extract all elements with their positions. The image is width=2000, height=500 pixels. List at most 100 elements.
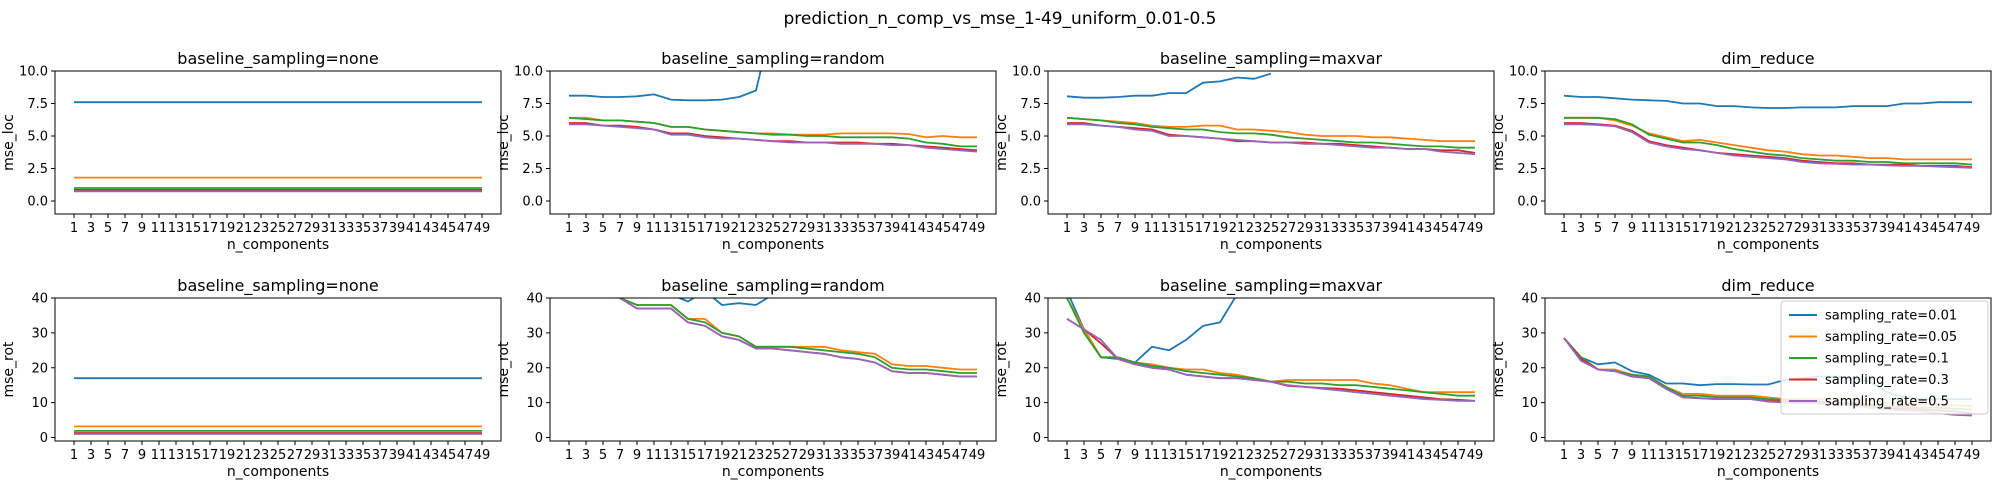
x-tick-label: 41 <box>901 448 918 463</box>
series-line-sampling-rate-0-01 <box>569 71 762 102</box>
y-axis-label: mse_rot <box>496 341 512 398</box>
x-tick-label: 25 <box>1263 221 1280 236</box>
x-tick-label: 33 <box>1828 221 1845 236</box>
x-tick-label: 39 <box>389 448 406 463</box>
x-tick-label: 31 <box>1314 221 1331 236</box>
legend-label: sampling_rate=0.5 <box>1825 395 1949 410</box>
x-tick-label: 47 <box>1947 221 1964 236</box>
x-tick-label: 17 <box>1195 221 1212 236</box>
x-tick-label: 43 <box>1913 448 1930 463</box>
x-tick-label: 13 <box>663 221 680 236</box>
x-tick-label: 47 <box>1947 448 1964 463</box>
x-tick-label: 33 <box>833 448 850 463</box>
x-tick-label: 27 <box>1777 221 1794 236</box>
x-tick-label: 9 <box>138 448 146 463</box>
x-tick-label: 3 <box>1577 448 1585 463</box>
x-tick-label: 21 <box>731 221 748 236</box>
x-tick-label: 41 <box>1399 448 1416 463</box>
x-tick-label: 49 <box>1467 448 1484 463</box>
x-tick-label: 39 <box>1879 448 1896 463</box>
series-line-sampling-rate-0-01 <box>1069 298 1236 364</box>
x-tick-label: 29 <box>304 448 321 463</box>
x-tick-label: 23 <box>748 221 765 236</box>
x-tick-label: 37 <box>1365 448 1382 463</box>
subplot-title: dim_reduce <box>1721 276 1814 296</box>
x-tick-label: 45 <box>1433 221 1450 236</box>
legend-label: sampling_rate=0.05 <box>1825 330 1957 345</box>
x-axis-label: n_components <box>722 464 824 480</box>
x-tick-label: 27 <box>1280 221 1297 236</box>
x-tick-label: 3 <box>1080 221 1088 236</box>
x-tick-label: 5 <box>1097 448 1105 463</box>
legend-label: sampling_rate=0.1 <box>1825 352 1949 367</box>
x-tick-label: 9 <box>1131 221 1139 236</box>
x-tick-label: 3 <box>582 221 590 236</box>
x-axis-label: n_components <box>227 464 329 480</box>
x-tick-label: 25 <box>765 448 782 463</box>
x-tick-label: 29 <box>799 221 816 236</box>
x-tick-label: 7 <box>1114 221 1122 236</box>
y-tick-label: 40 <box>1024 292 1041 307</box>
series-line-sampling-rate-0-01 <box>677 298 770 306</box>
x-tick-label: 49 <box>1964 221 1981 236</box>
x-tick-label: 1 <box>70 448 78 463</box>
x-tick-label: 15 <box>1675 448 1692 463</box>
x-tick-label: 23 <box>1246 221 1263 236</box>
x-tick-label: 1 <box>1560 448 1568 463</box>
subplot-title: baseline_sampling=random <box>661 276 885 296</box>
y-tick-label: 0 <box>535 431 543 446</box>
y-tick-label: 10 <box>1521 396 1538 411</box>
x-tick-label: 49 <box>1467 221 1484 236</box>
series-line-sampling-rate-0-05 <box>618 298 977 371</box>
x-tick-label: 15 <box>680 448 697 463</box>
y-tick-label: 40 <box>526 292 543 307</box>
x-tick-label: 17 <box>697 221 714 236</box>
x-tick-label: 47 <box>457 221 474 236</box>
x-tick-label: 33 <box>1331 221 1348 236</box>
x-tick-label: 15 <box>1178 221 1195 236</box>
y-tick-label: 10.0 <box>1509 65 1538 80</box>
series-line-sampling-rate-0-01 <box>1563 94 1972 109</box>
x-tick-label: 49 <box>474 221 491 236</box>
x-tick-label: 5 <box>104 221 112 236</box>
x-tick-label: 45 <box>935 221 952 236</box>
subplot-title: baseline_sampling=random <box>661 49 885 69</box>
x-tick-label: 41 <box>1896 448 1913 463</box>
x-tick-label: 43 <box>1416 448 1433 463</box>
x-tick-label: 37 <box>372 448 389 463</box>
x-tick-label: 5 <box>104 448 112 463</box>
x-tick-label: 15 <box>1178 448 1195 463</box>
x-tick-label: 3 <box>1577 221 1585 236</box>
legend-box <box>1780 300 1989 415</box>
series-line-sampling-rate-0-5 <box>1564 123 1973 169</box>
series-line-sampling-rate-0-5 <box>1066 318 1475 402</box>
x-tick-label: 17 <box>697 448 714 463</box>
y-tick-label: 2.5 <box>1517 162 1538 177</box>
x-tick-label: 25 <box>1760 448 1777 463</box>
y-tick-label: 30 <box>526 326 543 341</box>
x-tick-label: 27 <box>1280 448 1297 463</box>
subplot-title: dim_reduce <box>1721 49 1814 69</box>
y-tick-label: 10.0 <box>1012 65 1041 80</box>
x-tick-label: 25 <box>765 221 782 236</box>
x-tick-label: 33 <box>338 221 355 236</box>
y-tick-label: 0.0 <box>27 195 48 210</box>
x-axis-label: n_components <box>1220 464 1322 480</box>
series-line-sampling-rate-0-5 <box>569 123 978 153</box>
subplot-2: baseline_sampling=random 0.0 2.5 5.0 7.5 10.0… <box>496 49 997 253</box>
y-tick-label: 30 <box>31 326 48 341</box>
axes-frame <box>1544 70 1992 215</box>
x-tick-label: 13 <box>1161 448 1178 463</box>
x-tick-label: 15 <box>185 448 202 463</box>
x-tick-label: 47 <box>1450 448 1467 463</box>
x-tick-label: 19 <box>1212 221 1229 236</box>
y-tick-label: 10 <box>1024 396 1041 411</box>
x-tick-label: 13 <box>1658 221 1675 236</box>
y-tick-label: 2.5 <box>1020 162 1041 177</box>
x-tick-label: 35 <box>355 448 372 463</box>
legend-label: sampling_rate=0.01 <box>1825 309 1957 324</box>
y-tick-label: 20 <box>1521 361 1538 376</box>
